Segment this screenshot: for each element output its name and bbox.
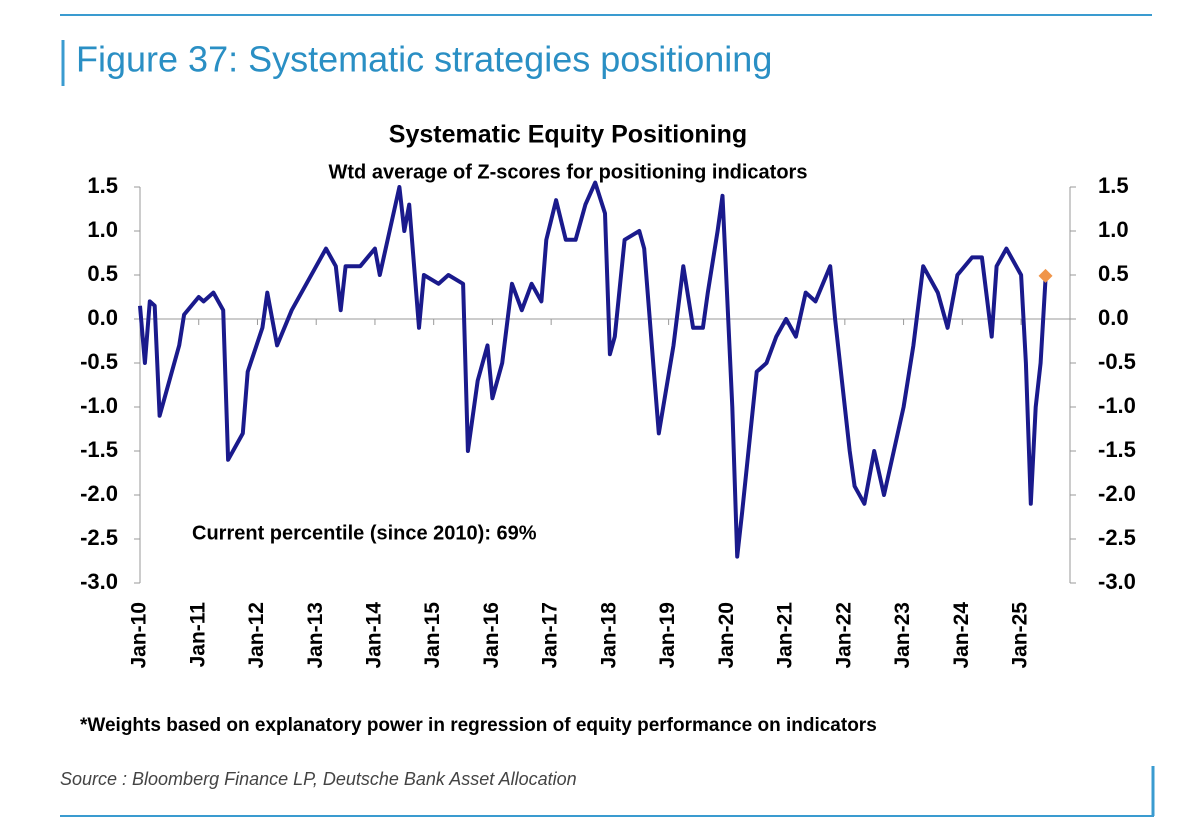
x-tick-label: Jan-15 <box>421 602 444 669</box>
y-tick-label: -1.0 <box>80 393 118 418</box>
x-tick-label: Jan-21 <box>774 602 797 669</box>
y2-tick-label: -1.0 <box>1098 393 1136 418</box>
x-tick-label: Jan-10 <box>128 602 151 669</box>
x-tick-label: Jan-18 <box>597 602 620 669</box>
y-tick-label: -1.5 <box>80 437 118 462</box>
x-tick-label: Jan-17 <box>539 602 562 669</box>
y2-tick-label: -2.0 <box>1098 481 1136 506</box>
y2-tick-label: 0.5 <box>1098 261 1129 286</box>
x-tick-label: Jan-24 <box>950 602 973 669</box>
x-tick-label: Jan-19 <box>656 602 679 669</box>
latest-marker <box>1038 268 1053 283</box>
chart-subtitle: Wtd average of Z-scores for positioning … <box>329 161 808 183</box>
y2-tick-label: 0.0 <box>1098 305 1129 330</box>
y-tick-label: -0.5 <box>80 349 118 374</box>
y2-tick-label: -1.5 <box>1098 437 1136 462</box>
x-tick-label: Jan-22 <box>832 602 855 669</box>
y2-tick-label: 1.5 <box>1098 173 1129 198</box>
y2-tick-label: -0.5 <box>1098 349 1136 374</box>
x-tick-label: Jan-20 <box>715 602 738 669</box>
x-tick-label: Jan-11 <box>186 602 209 668</box>
y-tick-label: 0.0 <box>87 305 118 330</box>
source: Source : Bloomberg Finance LP, Deutsche … <box>60 769 577 789</box>
annotation: Current percentile (since 2010): 69% <box>192 522 537 544</box>
x-tick-label: Jan-23 <box>891 602 914 669</box>
x-tick-label: Jan-16 <box>480 602 503 669</box>
y2-tick-label: -3.0 <box>1098 569 1136 594</box>
x-tick-label: Jan-14 <box>362 602 385 669</box>
y-tick-label: 0.5 <box>87 261 118 286</box>
x-tick-label: Jan-25 <box>1009 602 1032 669</box>
y2-tick-label: 1.0 <box>1098 217 1129 242</box>
y-tick-label: 1.5 <box>87 173 118 198</box>
y-tick-label: -2.0 <box>80 481 118 506</box>
x-tick-label: Jan-12 <box>245 602 268 669</box>
chart-title: Systematic Equity Positioning <box>389 121 747 149</box>
y2-tick-label: -2.5 <box>1098 525 1136 550</box>
footnote: *Weights based on explanatory power in r… <box>80 715 877 736</box>
y-tick-label: -3.0 <box>80 569 118 594</box>
series-line <box>138 180 1048 559</box>
figure-title: Figure 37: Systematic strategies positio… <box>76 39 772 80</box>
y-tick-label: -2.5 <box>80 525 118 550</box>
y-tick-label: 1.0 <box>87 217 118 242</box>
x-tick-label: Jan-13 <box>304 602 327 669</box>
